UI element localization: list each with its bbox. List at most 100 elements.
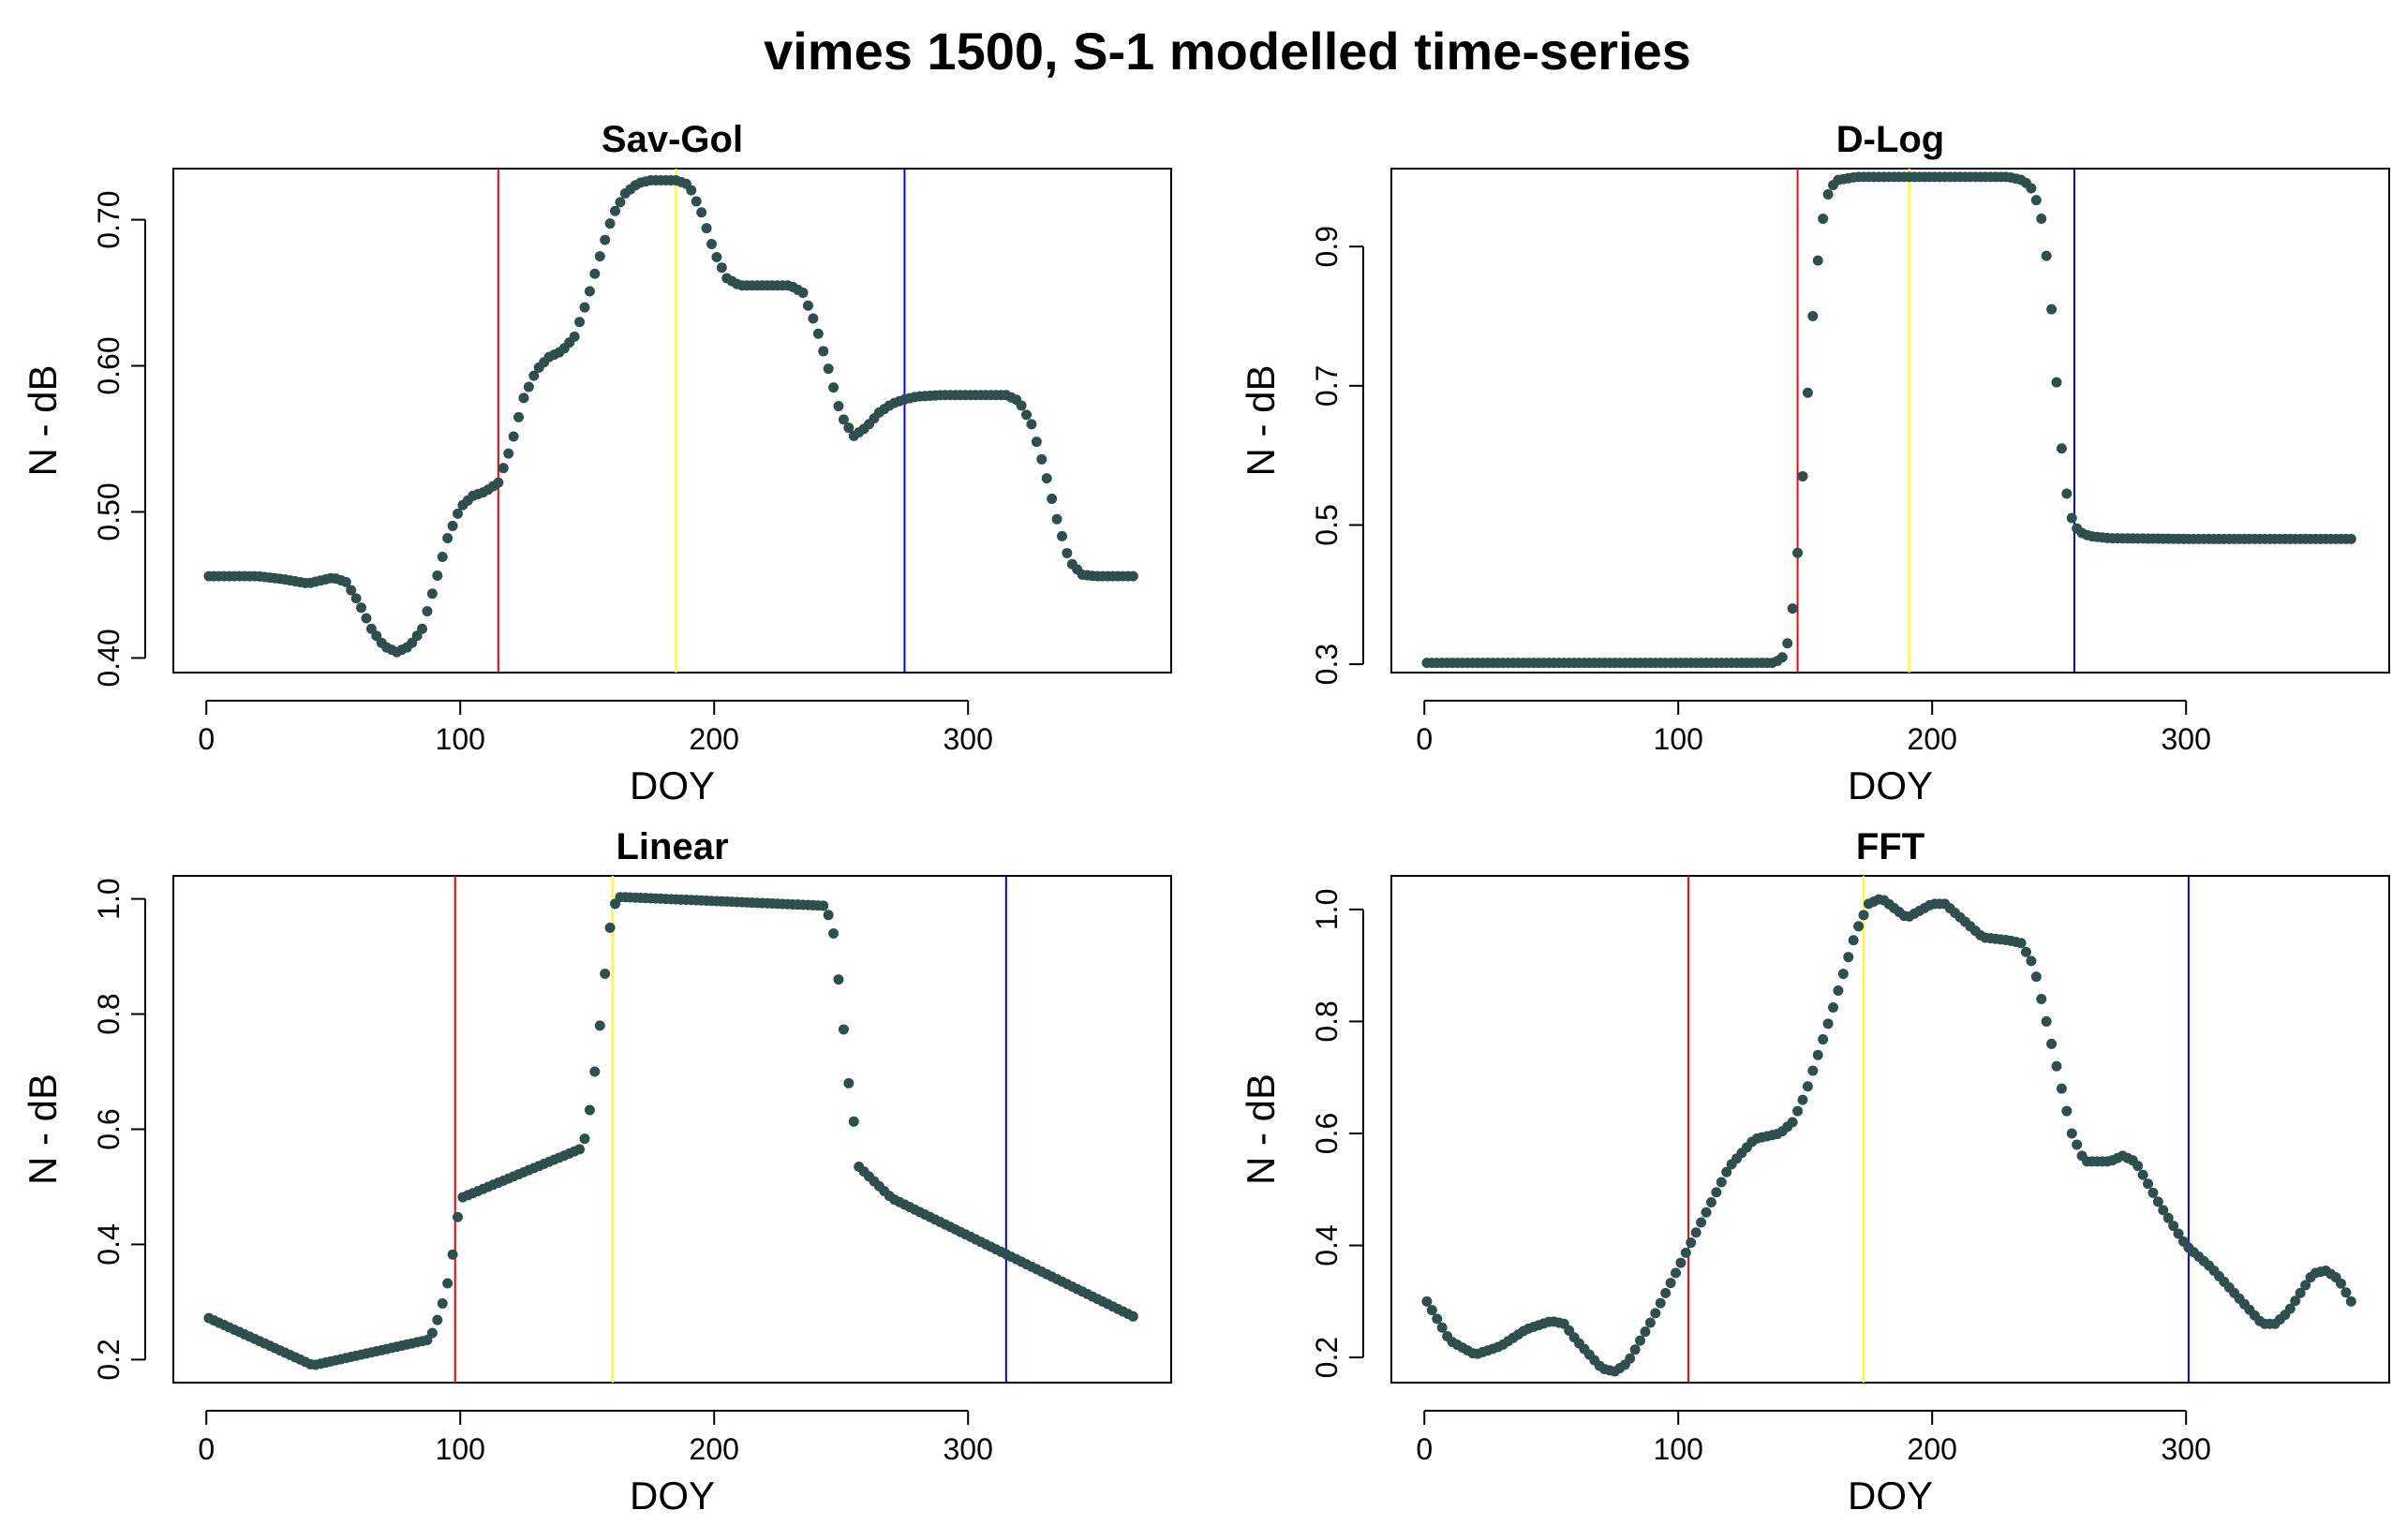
- data-point: [716, 262, 727, 274]
- data-point: [1776, 652, 1788, 663]
- data-point: [1051, 513, 1062, 525]
- data-point: [1858, 910, 1869, 921]
- data-point: [1782, 638, 1793, 649]
- data-point: [437, 1297, 448, 1309]
- plot-frame: [172, 168, 1172, 674]
- data-point: [818, 900, 829, 911]
- data-point: [1802, 387, 1813, 398]
- data-point: [1690, 1227, 1701, 1238]
- data-point: [2158, 1205, 2169, 1216]
- data-point: [417, 623, 428, 634]
- y-axis-label: N - dB: [21, 364, 65, 476]
- data-point: [432, 1314, 443, 1325]
- data-point: [2066, 512, 2077, 524]
- x-axis-label: DOY: [630, 763, 715, 807]
- data-point: [1822, 1018, 1834, 1029]
- data-point: [453, 1211, 464, 1222]
- data-point: [1036, 453, 1047, 465]
- data-point: [1802, 1081, 1813, 1092]
- data-point: [2056, 1083, 2067, 1094]
- data-point: [1818, 1034, 1829, 1045]
- data-point: [1665, 1278, 1676, 1289]
- data-point: [2152, 1196, 2163, 1207]
- y-tick-label: 0.40: [92, 629, 126, 687]
- data-point: [1655, 1297, 1666, 1309]
- data-point: [1812, 255, 1823, 266]
- panel-sav-gol: Sav-Gol DOY N - dB 0 100 200 300 0.40 0.50 0.6…: [21, 119, 1172, 807]
- data-point: [574, 317, 586, 328]
- x-tick-label: 100: [1654, 722, 1703, 756]
- data-point: [1686, 1237, 1697, 1249]
- data-point: [1792, 547, 1804, 558]
- data-point: [1807, 311, 1819, 322]
- data-point: [2041, 250, 2052, 261]
- data-point: [1675, 1257, 1686, 1268]
- y-tick-label: 0.2: [1310, 1337, 1344, 1378]
- data-point: [2051, 1060, 2062, 1072]
- data-point: [696, 207, 707, 218]
- data-point: [1797, 1094, 1808, 1105]
- data-point: [2041, 1015, 2052, 1027]
- data-point: [2026, 183, 2037, 194]
- data-point: [508, 431, 519, 442]
- data-point: [2345, 533, 2356, 544]
- data-point: [503, 448, 514, 459]
- data-point: [1716, 1177, 1727, 1188]
- data-point: [442, 1278, 453, 1289]
- data-point: [1818, 214, 1829, 225]
- data-point: [2036, 214, 2047, 225]
- data-point: [350, 593, 362, 604]
- y-tick-label: 1.0: [1310, 889, 1344, 930]
- data-point: [569, 331, 580, 342]
- panel-title: Linear: [616, 826, 728, 867]
- data-point: [1016, 400, 1027, 411]
- data-point: [453, 508, 464, 519]
- data-point: [2061, 488, 2073, 499]
- data-point: [1625, 1353, 1636, 1364]
- data-point: [2015, 938, 2027, 949]
- data-point: [2020, 946, 2031, 957]
- data-point: [691, 196, 702, 207]
- data-point: [1822, 188, 1834, 200]
- data-point: [579, 302, 590, 313]
- data-point: [447, 1249, 458, 1260]
- data-point: [1026, 419, 1037, 430]
- data-point: [1797, 470, 1808, 481]
- x-tick-label: 100: [436, 722, 485, 756]
- data-point: [848, 1116, 859, 1127]
- data-point: [1062, 547, 1073, 558]
- x-tick-label: 100: [1654, 1432, 1703, 1466]
- data-point: [802, 300, 813, 311]
- data-point: [1705, 1197, 1716, 1208]
- data-point: [1828, 1001, 1839, 1013]
- y-tick-label: 0.4: [92, 1223, 126, 1265]
- data-point: [2345, 1296, 2356, 1307]
- data-point: [833, 401, 844, 412]
- data-point: [594, 1020, 605, 1031]
- data-point: [518, 392, 529, 404]
- y-tick-label: 0.60: [92, 336, 126, 394]
- data-point: [1426, 1305, 1437, 1316]
- data-point: [1421, 1296, 1433, 1307]
- data-point: [442, 533, 453, 544]
- data-point: [2030, 195, 2042, 206]
- data-point: [1056, 530, 1067, 541]
- data-point: [1640, 1326, 1651, 1338]
- data-point: [2036, 994, 2047, 1005]
- data-point: [1671, 1267, 1682, 1279]
- data-point: [2056, 443, 2067, 454]
- x-tick-label: 100: [436, 1432, 485, 1466]
- data-point: [1848, 935, 1859, 946]
- x-tick-label: 300: [943, 722, 993, 756]
- data-point: [589, 268, 601, 279]
- panel-title: D-Log: [1836, 119, 1945, 160]
- data-point: [600, 234, 611, 245]
- data-point: [812, 328, 824, 339]
- data-point: [2340, 1287, 2352, 1298]
- data-point: [1711, 1187, 1722, 1198]
- data-point: [1047, 493, 1058, 504]
- y-tick-label: 0.8: [92, 993, 126, 1034]
- data-point: [1127, 1310, 1138, 1322]
- data-point: [1812, 1049, 1823, 1060]
